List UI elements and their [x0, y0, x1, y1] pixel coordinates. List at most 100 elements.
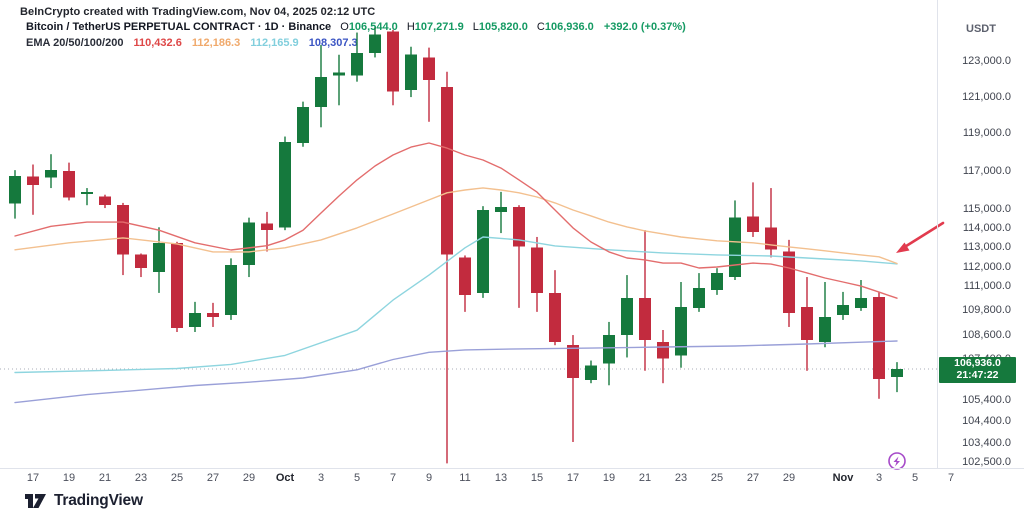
open-value: 106,544.0: [348, 21, 398, 33]
ema50-value: 112,186.3: [191, 37, 241, 49]
candle-body: [639, 297, 651, 341]
ema-label: EMA 20/50/100/200: [26, 37, 124, 49]
candle-body: [873, 296, 885, 380]
time-axis-divider: [0, 468, 1024, 469]
tradingview-logo-mark: [25, 494, 46, 508]
low-label: L: [472, 21, 479, 33]
lightning-icon: [888, 452, 906, 470]
time-axis-label: 19: [602, 472, 616, 484]
candle-body: [459, 257, 471, 295]
candle-body: [279, 142, 291, 228]
symbol-legend-row[interactable]: Bitcoin / TetherUS PERPETUAL CONTRACT · …: [26, 21, 686, 33]
time-axis-label: 7: [389, 472, 397, 484]
candle-body: [729, 217, 741, 278]
candle-body: [189, 312, 201, 327]
candle-body: [783, 251, 795, 313]
badge-countdown: 21:47:22: [956, 368, 999, 381]
time-axis-label: 19: [62, 472, 76, 484]
price-axis-divider: [937, 0, 938, 468]
price-axis[interactable]: 123,000.0 121,000.0 119,000.0 117,000.0 115,…: [938, 0, 1024, 468]
candle-body: [9, 175, 21, 204]
ema-legend-row[interactable]: EMA 20/50/100/200 110,432.6 112,186.3 11…: [26, 37, 358, 49]
price-axis-label: 117,000.0: [962, 164, 1011, 177]
candle-body: [315, 77, 327, 108]
time-axis-label: Oct: [275, 472, 295, 484]
candle-body: [225, 265, 237, 315]
change-value: +392.0 (+0.37%): [603, 21, 686, 33]
candle-body: [441, 87, 453, 255]
lightning-icon-bolt: [893, 456, 900, 467]
time-axis-label: 25: [710, 472, 724, 484]
candle-body: [837, 304, 849, 315]
symbol-title[interactable]: Bitcoin / TetherUS PERPETUAL CONTRACT · …: [26, 21, 332, 33]
open-label: O: [340, 21, 349, 33]
time-axis-label: 3: [317, 472, 325, 484]
time-axis-label: 25: [170, 472, 184, 484]
ema100-line: [14, 236, 898, 374]
ema200-line: [14, 340, 898, 404]
price-axis-label: 123,000.0: [962, 54, 1011, 67]
price-axis-label: 111,000.0: [963, 280, 1011, 293]
price-axis-label: 115,000.0: [962, 202, 1011, 215]
time-axis-label: 29: [242, 472, 256, 484]
candle-body: [27, 176, 39, 186]
price-axis-label: 112,000.0: [962, 260, 1011, 273]
price-axis-label: 103,400.0: [962, 436, 1011, 449]
candle-body: [333, 72, 345, 76]
candle-body: [765, 227, 777, 250]
candle-body: [369, 34, 381, 53]
price-axis-label: 114,000.0: [962, 221, 1011, 234]
close-label: C: [536, 21, 545, 33]
time-axis-label: 17: [26, 472, 40, 484]
candle-body: [693, 287, 705, 308]
candle-body: [711, 273, 723, 290]
candle-body: [297, 107, 309, 144]
tradingview-logo[interactable]: TradingView: [24, 491, 143, 511]
time-axis-label: 5: [911, 472, 919, 484]
candle-body: [801, 306, 813, 341]
price-axis-label: 113,000.0: [962, 241, 1011, 254]
high-value: 107,271.9: [414, 21, 464, 33]
time-axis-label: 11: [459, 472, 471, 484]
candle-body: [531, 247, 543, 293]
candle-body: [45, 170, 57, 178]
candle-body: [117, 205, 129, 255]
candle-body: [549, 292, 561, 343]
time-axis-label: 21: [638, 472, 652, 484]
time-axis-label: 13: [494, 472, 508, 484]
close-value: 106,936.0: [544, 21, 594, 33]
time-axis-label: 9: [425, 472, 433, 484]
ema20-value: 110,432.6: [133, 37, 182, 49]
candle-body: [405, 54, 417, 90]
candle-body: [153, 242, 165, 273]
candle-body: [567, 345, 579, 379]
candle-body: [657, 342, 669, 359]
price-axis-label: 108,600.0: [962, 328, 1011, 341]
time-axis-label: 17: [566, 472, 580, 484]
candle-body: [261, 223, 273, 231]
annotation-arrow-shaft: [901, 221, 945, 250]
candle-body: [675, 306, 687, 356]
candle-body: [747, 216, 759, 233]
candle-body: [477, 209, 489, 293]
candle-body: [585, 365, 597, 381]
time-axis-label: 29: [782, 472, 796, 484]
candle-body: [855, 297, 867, 308]
candle-body: [891, 369, 903, 378]
price-axis-label: 102,500.0: [962, 455, 1011, 468]
annotation-arrow-head: [896, 242, 910, 253]
badge-price: 106,936.0: [954, 357, 1001, 370]
price-axis-label: 105,400.0: [962, 394, 1011, 407]
candle-body: [207, 312, 219, 317]
time-axis-label: 27: [746, 472, 760, 484]
low-value: 105,820.0: [478, 21, 528, 33]
candle-body: [243, 222, 255, 266]
tradingview-logo-text: TradingView: [54, 492, 143, 509]
ema50-line: [14, 187, 898, 265]
candle-body: [135, 254, 147, 269]
time-axis-label: Nov: [832, 472, 854, 484]
time-axis-label: 23: [674, 472, 688, 484]
time-axis-label: 5: [353, 472, 361, 484]
